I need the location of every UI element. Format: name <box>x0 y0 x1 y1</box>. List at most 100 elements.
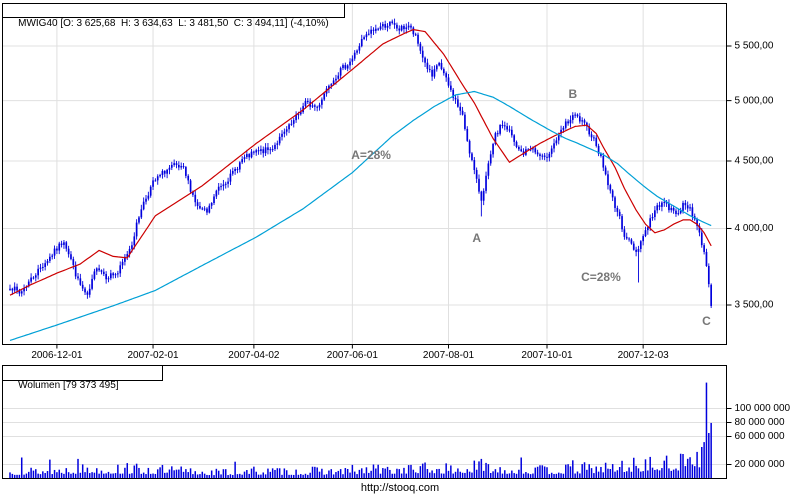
volume-bar <box>703 442 705 478</box>
candle-body <box>480 191 483 201</box>
volume-bar <box>332 474 335 478</box>
candle-body <box>196 202 199 206</box>
price-axis-label: 4 500,00 <box>735 156 774 167</box>
volume-bar <box>32 470 35 478</box>
candle-body <box>454 97 457 100</box>
candle-body <box>412 27 415 35</box>
candle-body <box>461 110 464 115</box>
volume-bar <box>224 469 227 478</box>
candle-body <box>138 217 140 223</box>
candle-body <box>168 167 171 170</box>
volume-bar <box>126 463 128 478</box>
volume-bar <box>501 473 504 478</box>
candle-body <box>518 146 520 150</box>
volume-bar <box>414 472 417 478</box>
candle-body <box>170 164 173 168</box>
candle-body <box>400 25 403 31</box>
candle-body <box>220 186 222 188</box>
volume-bar <box>182 471 185 478</box>
candle-body <box>707 266 710 285</box>
candle-body <box>245 154 248 158</box>
candle-body <box>482 190 485 201</box>
candle-body <box>445 73 448 78</box>
volume-bar <box>583 462 586 478</box>
candle-body <box>581 120 584 122</box>
volume-bar <box>339 469 342 478</box>
volume-bar <box>25 473 28 478</box>
volume-bar <box>412 469 415 478</box>
candle-body <box>32 277 35 279</box>
candle-body <box>194 194 197 203</box>
volume-bar <box>133 465 136 478</box>
volume-bar <box>508 473 511 478</box>
candle-body <box>372 29 375 31</box>
volume-bar <box>400 473 403 478</box>
volume-bar <box>166 472 168 478</box>
candle-body <box>58 243 61 251</box>
candle-body <box>241 159 244 163</box>
price-annotation: C=28% <box>581 270 621 284</box>
candle-body <box>342 65 344 69</box>
volume-bar <box>220 474 222 478</box>
candle-body <box>635 249 637 252</box>
candle-body <box>114 274 117 276</box>
candle-body <box>102 271 105 275</box>
candle-body <box>65 242 68 249</box>
candle-body <box>473 160 476 170</box>
volume-bar <box>208 475 211 478</box>
candle-body <box>63 242 65 245</box>
volume-bar <box>269 471 272 478</box>
candle-body <box>189 180 192 192</box>
candle-body <box>166 169 168 174</box>
volume-bar <box>546 467 548 478</box>
candle-body <box>475 169 478 179</box>
candle-body <box>330 84 333 86</box>
candle-body <box>532 148 534 150</box>
volume-bar <box>663 460 666 478</box>
volume-bar <box>698 467 701 478</box>
volume-bar <box>461 472 464 478</box>
volume-bar <box>579 473 581 478</box>
volume-bar <box>377 464 379 478</box>
volume-bar <box>562 473 565 478</box>
candle-body <box>590 134 593 138</box>
candle-body <box>304 101 307 107</box>
volume-bar <box>705 382 708 478</box>
candle-body <box>135 222 138 237</box>
date-axis-label: 2007-02-01 <box>127 350 179 361</box>
candle-body <box>39 267 42 269</box>
volume-bar <box>323 474 325 478</box>
candle-body <box>616 207 619 212</box>
candle-body <box>534 148 537 153</box>
volume-bar <box>633 457 635 478</box>
candle-body <box>243 157 246 160</box>
volume-bar <box>16 474 18 478</box>
candle-body <box>208 205 211 213</box>
candle-body <box>260 149 262 151</box>
volume-bar <box>23 474 25 478</box>
volume-bar <box>602 472 605 478</box>
volume-bar <box>431 470 433 478</box>
candle-body <box>109 273 112 279</box>
volume-bar <box>375 468 377 478</box>
volume-bar <box>440 473 443 478</box>
candle-body <box>269 149 272 151</box>
candle-body <box>112 273 115 276</box>
volume-bar <box>353 471 356 478</box>
volume-bar <box>239 473 241 478</box>
volume-bar <box>18 474 21 478</box>
candle-body <box>555 140 558 144</box>
volume-bar <box>309 472 311 478</box>
volume-bar <box>410 464 412 478</box>
candle-body <box>292 120 295 124</box>
volume-bar <box>51 474 53 478</box>
volume-bar <box>110 473 112 478</box>
candle-body <box>698 226 701 233</box>
volume-bar <box>91 472 93 478</box>
volume-bar <box>391 473 393 478</box>
volume-bar <box>9 472 11 478</box>
volume-bar <box>100 470 103 478</box>
candle-body <box>431 69 433 77</box>
candle-body <box>705 251 708 267</box>
ma-fast-line <box>9 29 712 296</box>
